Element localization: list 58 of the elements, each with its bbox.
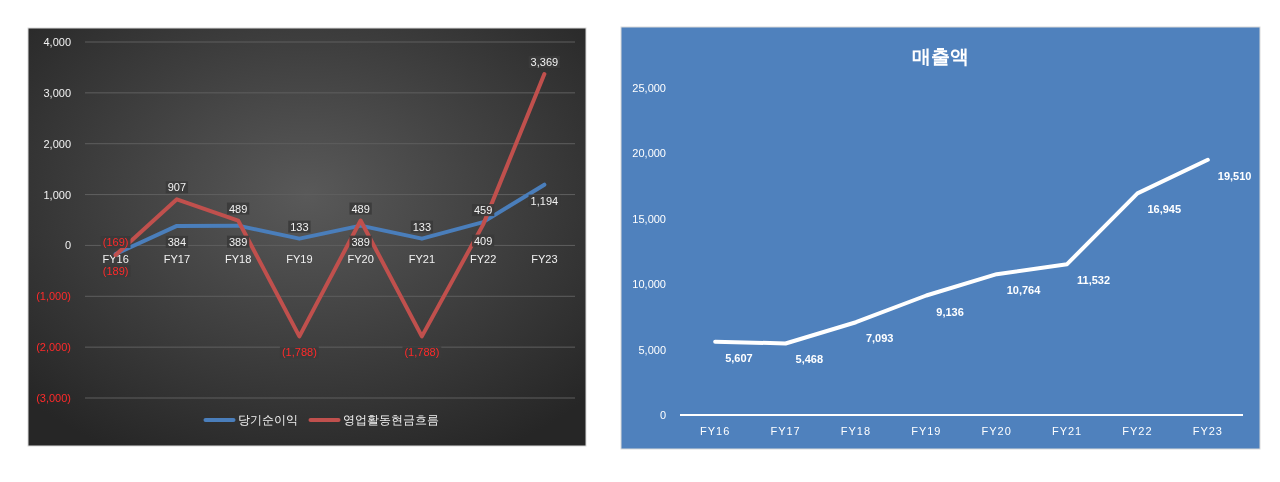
y-tick-label: 5,000 bbox=[638, 343, 666, 356]
data-label: 489 bbox=[351, 202, 370, 215]
data-label: 409 bbox=[473, 234, 493, 247]
data-label: 3,369 bbox=[530, 56, 559, 69]
y-tick-label: 25,000 bbox=[632, 82, 666, 94]
legend-label: 영업활동현금흐름 bbox=[342, 413, 439, 427]
data-label: 907 bbox=[167, 181, 187, 194]
y-tick-label: 0 bbox=[64, 239, 71, 252]
y-tick-label: 20,000 bbox=[632, 147, 666, 160]
x-tick-label: FY16 bbox=[700, 425, 731, 437]
line-series bbox=[713, 157, 1210, 346]
x-tick-label: FY16 bbox=[102, 253, 129, 266]
y-tick-label: (2,000) bbox=[36, 341, 71, 354]
data-label: 19,510 bbox=[1217, 169, 1252, 182]
x-tick-label: FY19 bbox=[911, 425, 942, 437]
x-tick-label: FY22 bbox=[1122, 425, 1153, 437]
y-tick-label: 0 bbox=[659, 409, 666, 421]
data-label: 489 bbox=[228, 202, 248, 215]
y-tick-label: 1,000 bbox=[43, 188, 71, 201]
data-label: 459 bbox=[473, 204, 493, 217]
x-tick-label: FY20 bbox=[347, 253, 374, 266]
x-tick-label: FY23 bbox=[531, 253, 558, 266]
x-tick-label: FY22 bbox=[469, 253, 497, 266]
data-label: 11,532 bbox=[1077, 274, 1111, 287]
x-tick-label: FY19 bbox=[286, 253, 313, 266]
data-label: (1,788) bbox=[281, 346, 317, 359]
x-tick-label: FY20 bbox=[981, 425, 1012, 437]
data-label: 10,764 bbox=[1006, 284, 1042, 297]
x-tick-label: FY21 bbox=[408, 253, 436, 266]
y-tick-label: 2,000 bbox=[43, 137, 71, 150]
data-label: (1,788) bbox=[404, 346, 440, 359]
data-label: 5,607 bbox=[725, 351, 753, 364]
data-label: 133 bbox=[290, 220, 309, 233]
data-label: 1,194 bbox=[530, 194, 559, 207]
x-tick-label: FY23 bbox=[1192, 425, 1223, 437]
data-label: (169) bbox=[102, 236, 129, 249]
data-label: 389 bbox=[351, 235, 370, 248]
y-tick-label: 15,000 bbox=[632, 212, 666, 225]
data-label: 16,945 bbox=[1147, 203, 1182, 216]
x-tick-label: FY17 bbox=[770, 425, 801, 437]
y-tick-label: 10,000 bbox=[632, 278, 666, 291]
y-tick-label: (1,000) bbox=[36, 290, 71, 303]
x-tick-label: FY18 bbox=[840, 425, 872, 437]
data-label: (189) bbox=[102, 265, 129, 278]
x-tick-label: FY17 bbox=[163, 253, 191, 266]
data-label: 389 bbox=[228, 235, 248, 248]
data-label: 9,136 bbox=[936, 305, 964, 318]
x-tick-label: FY21 bbox=[1051, 425, 1083, 437]
legend-label: 당기순이익 bbox=[237, 413, 298, 427]
y-tick-label: (3,000) bbox=[36, 392, 71, 404]
data-label: 7,093 bbox=[865, 332, 894, 345]
data-label: 384 bbox=[167, 235, 187, 248]
data-label: 133 bbox=[412, 220, 432, 233]
x-tick-label: FY18 bbox=[224, 253, 252, 266]
chart-title: 매출액 bbox=[912, 46, 969, 67]
y-tick-label: 4,000 bbox=[43, 36, 71, 48]
y-tick-label: 3,000 bbox=[43, 86, 71, 99]
data-label: 5,468 bbox=[795, 353, 824, 366]
